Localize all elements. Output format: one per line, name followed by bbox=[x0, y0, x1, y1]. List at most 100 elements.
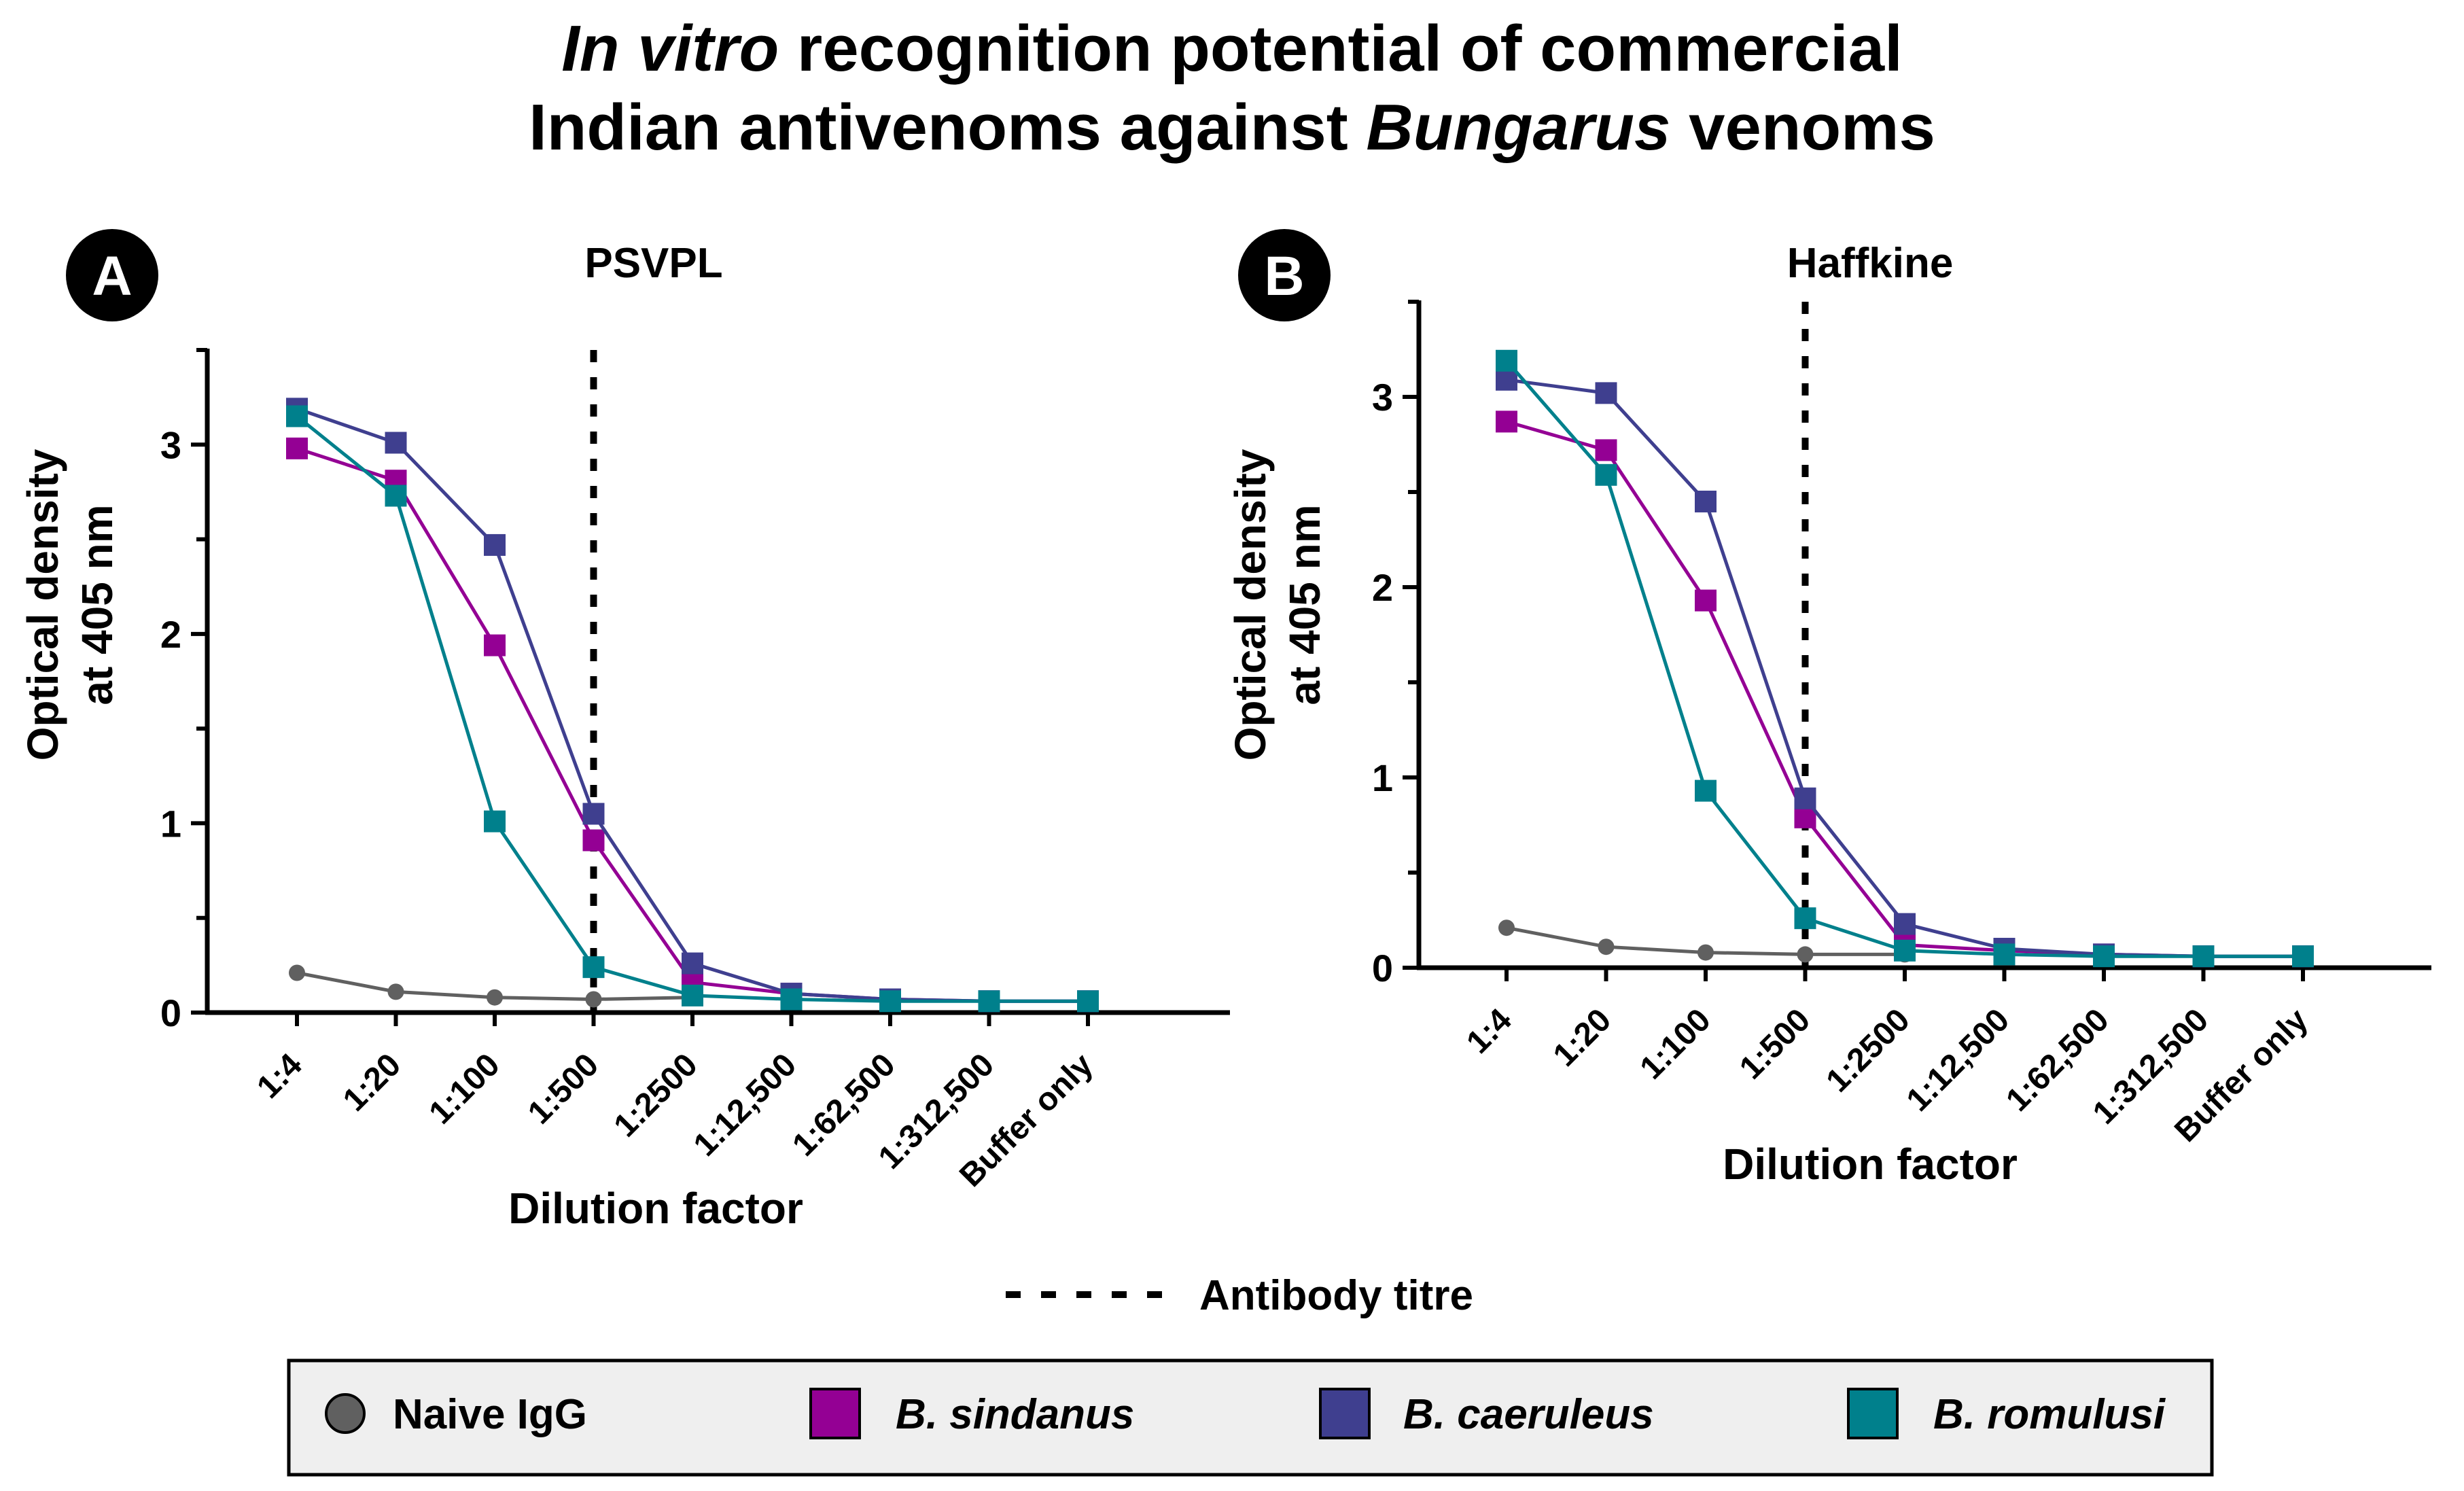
panel-a-series-b-romulusi bbox=[286, 405, 1099, 1013]
panel-b-point-b-caeruleus bbox=[1496, 368, 1517, 391]
panel-a-series-line-b-caeruleus bbox=[296, 406, 1088, 1003]
panel-a-point-b-romulusi bbox=[385, 485, 407, 507]
panel-a-y-axis-title-2: at 405 nm bbox=[73, 504, 122, 705]
panel-b-ytick-label: 0 bbox=[1372, 947, 1393, 989]
panel-a-point-b-romulusi bbox=[286, 405, 308, 427]
panel-b-series-naive-igg bbox=[1498, 919, 1913, 963]
panel-b-point-naive-igg bbox=[1797, 946, 1814, 963]
panel-b-point-b-romulusi bbox=[1894, 939, 1916, 962]
panel-a-point-b-romulusi bbox=[1077, 990, 1099, 1013]
antibody-titre-key: Antibody titre bbox=[1006, 1272, 1473, 1319]
panel-b-point-b-caeruleus bbox=[1794, 787, 1816, 809]
panel-a-xtick-label: 1:500 bbox=[521, 1047, 605, 1131]
panel-b-xtick-label: 1:12,500 bbox=[1900, 1002, 2016, 1118]
panel-b-point-b-sindanus bbox=[1595, 439, 1617, 461]
panel-b-point-b-romulusi bbox=[1595, 463, 1617, 486]
panel-b: B Haffkine 0 1 2 3 1:4 1:20 1:100 1:500 1:25001:12… bbox=[1226, 229, 2431, 1189]
legend-marker-b-sindanus bbox=[809, 1388, 861, 1439]
panel-a-point-b-romulusi bbox=[682, 984, 703, 1006]
legend-label-b-sindanus: B. sindanus bbox=[896, 1391, 1134, 1438]
panel-b-point-b-romulusi bbox=[2093, 945, 2115, 968]
panel-b-point-naive-igg bbox=[1697, 944, 1714, 961]
title-line1-part-0: In vitro bbox=[561, 12, 779, 85]
panel-b-series-b-romulusi bbox=[1496, 349, 2314, 968]
panel-b-x-axis-title: Dilution factor bbox=[1723, 1140, 2018, 1189]
panel-a-point-naive-igg bbox=[585, 991, 602, 1008]
panel-a-xtick-label: 1:20 bbox=[336, 1047, 408, 1118]
panel-b-ytick-label: 1 bbox=[1372, 756, 1393, 799]
legend-marker-naive-igg bbox=[325, 1393, 366, 1434]
panel-a-point-b-sindanus bbox=[484, 634, 506, 656]
panel-a-point-naive-igg bbox=[289, 964, 305, 981]
panel-a-point-naive-igg bbox=[387, 983, 404, 1000]
panel-b-point-b-sindanus bbox=[1496, 410, 1517, 433]
panel-b-point-naive-igg bbox=[1598, 939, 1615, 955]
panel-a-point-b-romulusi bbox=[582, 956, 605, 979]
panel-b-point-b-romulusi bbox=[1993, 943, 2016, 966]
title-line2-part-1: Bungarus bbox=[1366, 91, 1670, 164]
legend-label-naive-igg: Naive IgG bbox=[393, 1391, 587, 1438]
panel-a-ytick-label: 0 bbox=[160, 992, 181, 1034]
panel-b-xtick-label: 1:2500 bbox=[1820, 1002, 1917, 1099]
panel-b-badge bbox=[1238, 229, 1331, 321]
panel-a-point-b-romulusi bbox=[484, 810, 506, 832]
panel-a-ytick-label: 1 bbox=[160, 802, 181, 845]
panel-b-ytick-label: 3 bbox=[1372, 376, 1393, 419]
panel-b-point-b-romulusi bbox=[1794, 907, 1816, 930]
panel-b-xtick-label: 1:500 bbox=[1733, 1002, 1817, 1086]
panel-b-series-b-sindanus bbox=[1496, 410, 2314, 968]
panel-b-point-b-romulusi bbox=[2292, 945, 2314, 968]
panel-b-letter: B bbox=[1264, 245, 1304, 307]
panel-a-xtick-label: 1:2500 bbox=[608, 1047, 705, 1144]
panel-a-xtick-label: 1:100 bbox=[422, 1047, 506, 1131]
legend-marker-b-caeruleus bbox=[1319, 1388, 1371, 1439]
panel-a-point-b-caeruleus bbox=[582, 803, 605, 825]
panel-b-xtick-label: 1:20 bbox=[1547, 1002, 1618, 1073]
panel-a-point-b-sindanus bbox=[286, 437, 308, 459]
panel-a-point-b-romulusi bbox=[780, 988, 803, 1011]
panel-b-label: Haffkine bbox=[1787, 240, 1954, 287]
panel-a: A PSVPL 0 1 2 3 1:4 1:20 1:100 1:500 1:25001:12,50… bbox=[18, 229, 1230, 1233]
panel-b-series-line-b-caeruleus bbox=[1506, 378, 2303, 958]
legend: Naive IgG B. sindanus B. caeruleus B. romul… bbox=[287, 1358, 2214, 1477]
panel-a-point-b-romulusi bbox=[879, 990, 901, 1013]
panel-a-letter: A bbox=[92, 245, 132, 307]
panel-a-point-b-caeruleus bbox=[385, 432, 407, 454]
panel-a-point-b-romulusi bbox=[978, 990, 1000, 1013]
panel-a-badge bbox=[66, 229, 158, 321]
panel-b-point-b-caeruleus bbox=[1595, 382, 1617, 404]
title-line1-part-1: recognition potential of commercial bbox=[779, 12, 1903, 85]
title-line1: In vitro recognition potential of commer… bbox=[561, 12, 1903, 85]
panel-b-point-b-sindanus bbox=[1695, 589, 1717, 612]
title-line2-part-0: Indian antivenoms against bbox=[529, 91, 1366, 164]
panel-b-point-b-romulusi bbox=[1496, 349, 1517, 372]
panel-b-ytick-label: 2 bbox=[1372, 566, 1393, 609]
panel-b-y-axis-title-2: at 405 nm bbox=[1280, 504, 1329, 705]
panel-b-xtick-label: 1:100 bbox=[1633, 1002, 1717, 1086]
panel-b-point-b-romulusi bbox=[2192, 945, 2215, 968]
panel-a-series-b-sindanus bbox=[286, 437, 1099, 1013]
panel-b-series-line-b-sindanus bbox=[1506, 419, 2303, 958]
panel-a-point-naive-igg bbox=[487, 989, 503, 1006]
legend-label-b-romulusi: B. romulusi bbox=[1933, 1391, 2166, 1438]
panel-b-series-b-caeruleus bbox=[1496, 368, 2314, 968]
panel-a-series-line-b-sindanus bbox=[296, 446, 1088, 1003]
panel-a-x-axis-title: Dilution factor bbox=[508, 1184, 803, 1233]
title-line2: Indian antivenoms against Bungarus venom… bbox=[529, 91, 1935, 164]
title-line2-part-2: venoms bbox=[1670, 91, 1935, 164]
panel-a-point-b-caeruleus bbox=[682, 952, 703, 975]
figure-title: In vitro recognition potential of commer… bbox=[529, 12, 1935, 164]
panel-b-series-line-b-romulusi bbox=[1505, 359, 2303, 958]
panel-b-y-axis-title-1: Optical density bbox=[1226, 449, 1275, 760]
panel-a-y-axis-title-1: Optical density bbox=[18, 449, 67, 760]
panel-a-xtick-label: 1:4 bbox=[250, 1047, 309, 1106]
legend-marker-b-romulusi bbox=[1847, 1388, 1899, 1439]
panel-a-xtick-label: 1:12,500 bbox=[687, 1047, 803, 1163]
panel-a-series-line-b-romulusi bbox=[296, 415, 1088, 1003]
panel-a-series-naive-igg bbox=[289, 964, 701, 1008]
panel-a-ytick-label: 3 bbox=[160, 423, 181, 466]
panel-a-label: PSVPL bbox=[584, 240, 722, 287]
panel-a-point-b-caeruleus bbox=[484, 533, 506, 556]
